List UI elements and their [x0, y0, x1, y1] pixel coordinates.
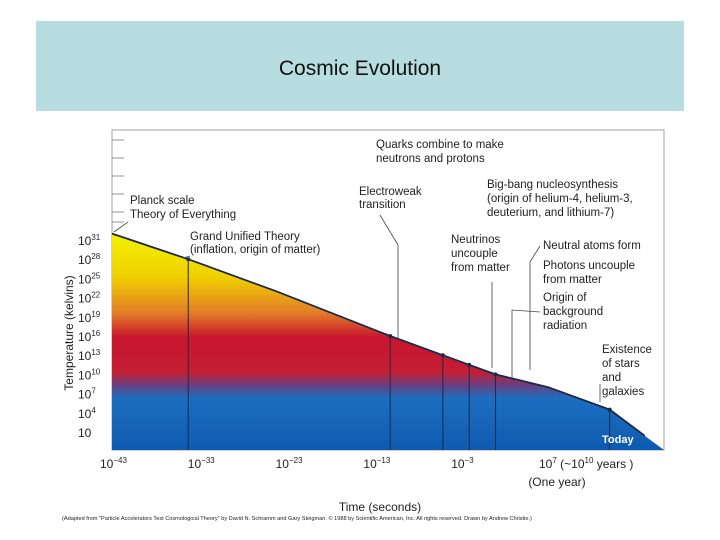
- annotation-text: Neutral atoms form: [543, 240, 641, 252]
- annotation-text: Origin of: [543, 292, 587, 304]
- x-tick-label: 10−13: [363, 456, 390, 471]
- temperature-line: [111, 232, 646, 437]
- annotation: Planck scale Theory of Everything: [113, 195, 236, 233]
- annotation-text: of stars: [602, 358, 640, 370]
- y-tick-label: 10: [78, 426, 92, 440]
- x-axis-title: Time (seconds): [339, 500, 421, 514]
- annotation-text: Electroweak: [359, 186, 422, 198]
- annotation-text: (origin of helium-4, helium-3,: [487, 193, 633, 205]
- y-tick-label: 104: [78, 406, 96, 421]
- annotation-text: and: [602, 372, 621, 384]
- annotation-connector: [113, 221, 129, 233]
- annotation: Neutrinos uncouple from matter: [451, 234, 510, 368]
- y-tick-label: 1016: [78, 329, 101, 344]
- event-marker: [388, 334, 393, 338]
- annotation-text: from matter: [543, 274, 602, 286]
- y-tick-label: 1031: [78, 233, 101, 248]
- x-axis-sublabel: (One year): [528, 475, 585, 489]
- annotation-text: galaxies: [602, 386, 644, 398]
- y-axis-labels: 1031 1028 1025 1022 1019 1016 1013 1010 107 104 10: [78, 233, 101, 440]
- y-tick-label: 1022: [78, 291, 101, 306]
- annotation-text: Grand Unified Theory: [190, 231, 300, 243]
- today-label: Today: [602, 434, 634, 446]
- annotation: Photons uncouple from matter: [543, 260, 635, 286]
- y-axis-title: Temperature (kelvins): [62, 275, 76, 390]
- source-credit: (Adapted from "Particle Accelerators Tes…: [62, 515, 532, 522]
- x-tick-label: 107 (~1010 years ): [539, 456, 633, 471]
- annotation-text: from matter: [451, 262, 510, 274]
- event-marker: [607, 407, 612, 412]
- y-tick-label: 1028: [78, 252, 101, 267]
- annotation-text: Neutrinos: [451, 234, 500, 246]
- y-tick-label: 107: [78, 387, 96, 402]
- x-tick-label: 10−3: [451, 456, 474, 471]
- annotation-connector: [511, 309, 541, 378]
- annotation-text: Planck scale: [130, 195, 195, 207]
- annotation-text: (inflation, origin of matter): [190, 244, 321, 256]
- annotation: Grand Unified Theory(inflation, origin o…: [182, 231, 321, 259]
- annotation-text: Big-bang nucleosynthesis: [487, 179, 618, 191]
- annotation-connector: [379, 214, 399, 338]
- x-axis-labels: 10−43 10−33 10−23 10−13 10−3 107 (~1010 years…: [100, 456, 633, 471]
- y-tick-label: 1019: [78, 310, 101, 325]
- annotation-text: deuterium, and lithium-7): [487, 207, 614, 219]
- annotation: Origin of background radiation: [511, 292, 603, 378]
- y-tick-label: 1025: [78, 271, 101, 286]
- annotation-text: Quarks combine to make: [376, 139, 504, 151]
- annotation-connector: [182, 255, 191, 259]
- title-banner: Cosmic Evolution: [36, 21, 684, 111]
- event-marker: [186, 257, 191, 262]
- annotation-text: Existence: [602, 344, 652, 356]
- annotation-text: transition: [359, 199, 406, 211]
- annotation-connector: [529, 245, 541, 370]
- temperature-area: [112, 233, 664, 450]
- annotation-text: Photons uncouple: [543, 260, 635, 272]
- x-tick-label: 10−43: [100, 456, 127, 471]
- event-marker: [440, 353, 445, 358]
- annotations: Planck scale Theory of Everything Grand Un…: [113, 139, 652, 402]
- x-tick-label: 10−23: [276, 456, 303, 471]
- y-tick-label: 1010: [78, 367, 101, 382]
- event-lines: [187, 259, 611, 450]
- annotation: Quarks combine to make neutrons and proto…: [376, 139, 504, 165]
- annotation-text: background: [543, 306, 603, 318]
- annotation: Neutral atoms form: [529, 240, 641, 370]
- event-markers: [186, 257, 612, 412]
- slide-title: Cosmic Evolution: [278, 57, 442, 80]
- event-marker: [467, 362, 472, 367]
- annotation: Big-bang nucleosynthesis (origin of heliu…: [487, 179, 633, 219]
- annotation-text: radiation: [543, 320, 587, 332]
- annotation-text: Theory of Everything: [130, 209, 236, 221]
- annotation: Existence of stars and galaxies: [599, 344, 652, 402]
- annotation-text: uncouple: [451, 248, 498, 260]
- y-tick-label: 1013: [78, 348, 101, 363]
- x-tick-label: 10−33: [188, 456, 215, 471]
- annotation-text: neutrons and protons: [376, 153, 485, 165]
- left-tick-marks: [112, 139, 124, 223]
- event-marker: [493, 372, 498, 377]
